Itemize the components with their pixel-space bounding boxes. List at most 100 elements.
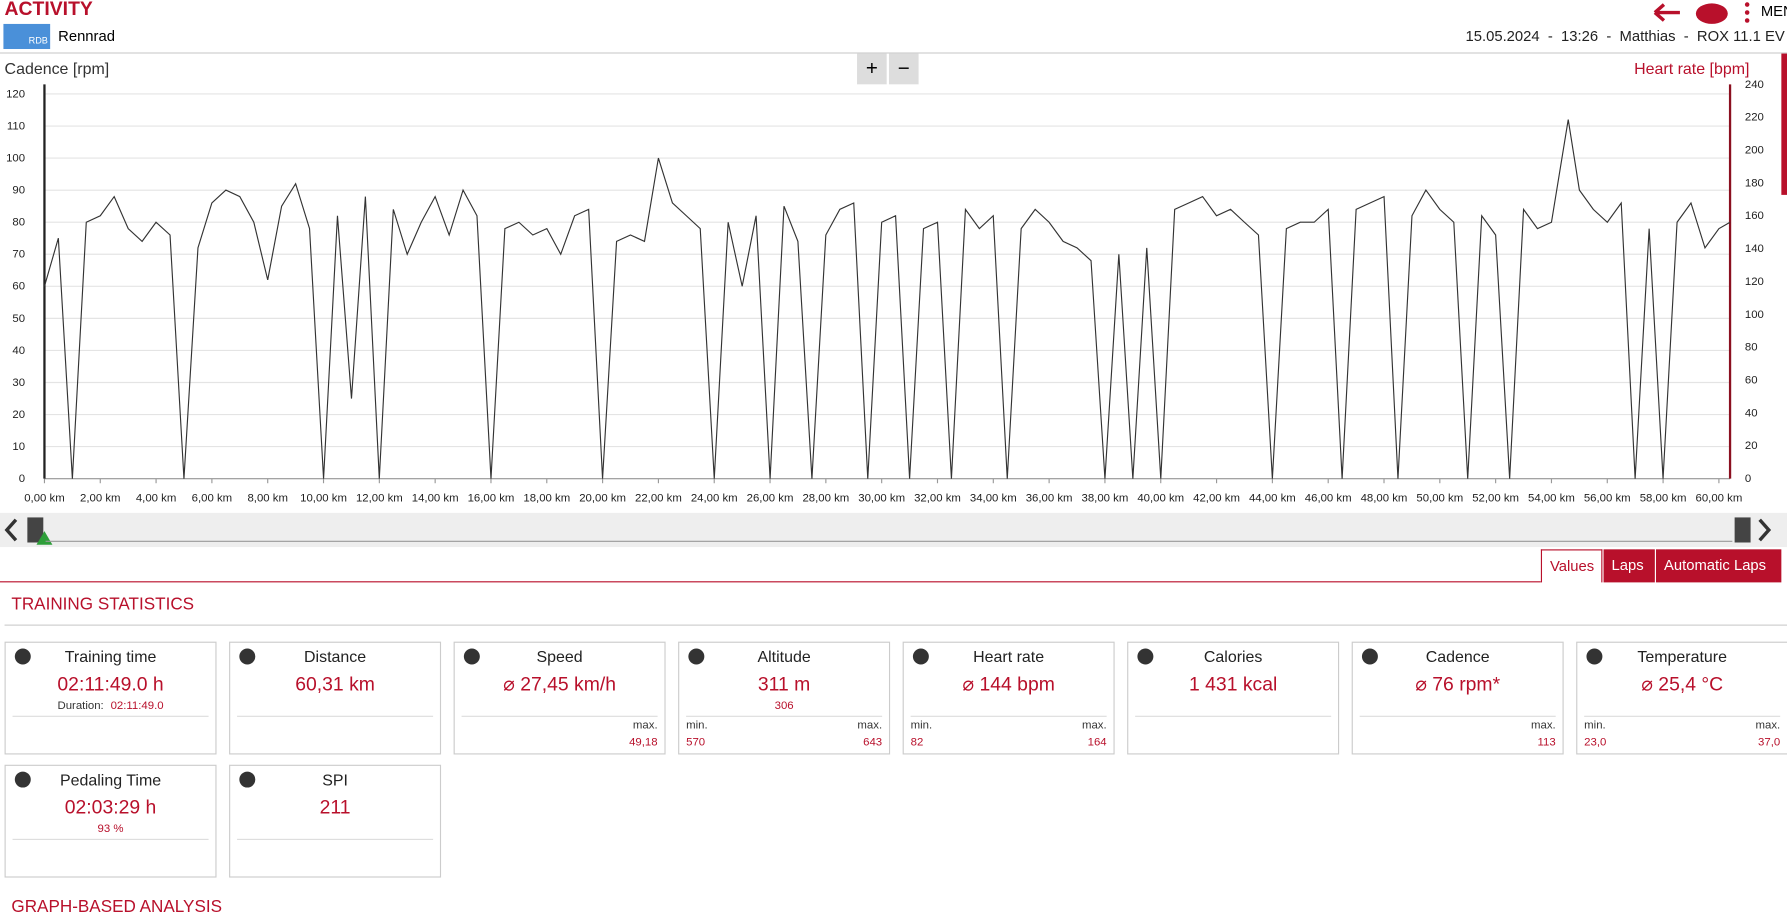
tab-line <box>0 581 1541 583</box>
x-tick-label: 38,00 km <box>1082 492 1129 504</box>
stat-icon <box>1586 648 1603 665</box>
x-tick-label: 20,00 km <box>579 492 626 504</box>
page-title: ACTIVITY <box>4 0 93 20</box>
x-tick-label: 12,00 km <box>356 492 403 504</box>
stat-title: Pedaling Time <box>59 770 162 789</box>
stat-value: ⌀ 144 bpm <box>962 673 1055 696</box>
stat-value: ⌀ 25,4 °C <box>1641 673 1724 696</box>
x-tick-label: 28,00 km <box>802 492 849 504</box>
stat-max-label: max. <box>1530 719 1556 732</box>
x-tick-label: 6,00 km <box>192 492 232 504</box>
tab[interactable]: Values <box>1540 549 1603 583</box>
tab[interactable]: Automatic Laps <box>1655 549 1782 583</box>
zoom-in[interactable]: + <box>857 53 887 85</box>
x-tick-label: 16,00 km <box>468 492 515 504</box>
x-tick-label: 24,00 km <box>691 492 738 504</box>
stat-min-label: min. <box>1584 719 1606 732</box>
x-tick-label: 52,00 km <box>1472 492 1519 504</box>
stat-card: Pedaling Time 02:03:29 h 93 % <box>4 764 217 878</box>
sport-badge: RDB <box>3 23 51 50</box>
stat-title: Cadence <box>1425 647 1490 666</box>
stat-min: 570 <box>686 736 706 749</box>
x-tick-label: 44,00 km <box>1249 492 1296 504</box>
y-tick-label: 0 <box>19 473 25 485</box>
stat-min: 82 <box>910 736 924 749</box>
y-tick-label: 70 <box>12 249 25 261</box>
x-tick-label: 34,00 km <box>970 492 1017 504</box>
x-tick-label: 8,00 km <box>247 492 287 504</box>
tab[interactable]: Laps <box>1603 549 1655 583</box>
y-tick-label: 40 <box>12 345 25 357</box>
right-axis-select[interactable]: Heart rate [bpm] <box>1634 59 1750 78</box>
stat-sub: Duration: 02:11:49.0 <box>6 700 216 713</box>
stat-max: 164 <box>1087 736 1107 749</box>
stat-card: Training time 02:11:49.0 h Duration: 02:11:… <box>4 641 217 755</box>
stat-min-label: min. <box>910 719 933 732</box>
stat-max-label: max. <box>1081 719 1107 732</box>
stat-icon <box>1137 648 1154 665</box>
slider-handles[interactable] <box>0 513 1787 547</box>
stat-sub: 306 <box>679 700 889 713</box>
stat-max-label: max. <box>632 719 658 732</box>
x-tick-label: 4,00 km <box>136 492 176 504</box>
menu-label[interactable]: MEN <box>1760 2 1787 20</box>
data-line <box>43 119 1731 479</box>
x-tick-label: 48,00 km <box>1361 492 1408 504</box>
stat-divider <box>12 838 209 840</box>
x-tick-label: 36,00 km <box>1026 492 1073 504</box>
x-tick-label: 10,00 km <box>300 492 347 504</box>
stat-sub-value: 306 <box>774 699 794 713</box>
stat-value: 1 431 kcal <box>1188 673 1278 696</box>
stat-title: Calories <box>1203 647 1263 666</box>
y2-tick-label: 200 <box>1745 144 1764 156</box>
left-axis-select[interactable]: Cadence [rpm] <box>4 59 110 78</box>
y2-tick-label: 160 <box>1745 210 1764 222</box>
y2-tick-label: 140 <box>1745 243 1764 255</box>
stat-icon <box>463 648 480 665</box>
x-tick-label: 42,00 km <box>1193 492 1240 504</box>
stat-icon <box>912 648 929 665</box>
x-tick-label: 58,00 km <box>1640 492 1687 504</box>
stat-value: ⌀ 27,45 km/h <box>503 673 617 696</box>
stat-value: 211 <box>319 796 351 819</box>
section-title: TRAINING STATISTICS <box>11 594 195 615</box>
x-tick-label: 60,00 km <box>1696 492 1743 504</box>
stat-title: Speed <box>536 647 583 666</box>
x-tick-label: 40,00 km <box>1137 492 1184 504</box>
stat-card: Calories 1 431 kcal <box>1127 641 1340 755</box>
stat-divider <box>237 715 434 717</box>
stat-card: Temperature ⌀ 25,4 °C min. 23,0 max. 37,0 <box>1576 641 1787 755</box>
x-tick-label: 2,00 km <box>80 492 120 504</box>
y2-tick-label: 240 <box>1745 79 1764 91</box>
stat-card: Speed ⌀ 27,45 km/h max. 49,18 <box>453 641 666 755</box>
stat-card: Altitude 311 m 306 min. 570 max. 643 <box>678 641 891 755</box>
stat-icon <box>14 648 31 665</box>
stat-divider <box>237 838 434 840</box>
zoom-out[interactable]: − <box>888 53 919 85</box>
stat-value: 02:03:29 h <box>64 796 157 819</box>
divider <box>4 624 1787 626</box>
activity-info: 15.05.2024 - 13:26 - Matthias - ROX 11.1… <box>1465 27 1785 45</box>
stat-value: 60,31 km <box>295 673 375 696</box>
side-strip <box>1781 53 1787 195</box>
stat-icon <box>1361 648 1378 665</box>
stat-divider <box>461 715 658 717</box>
stat-max-label: max. <box>857 719 883 732</box>
stat-title: Training time <box>64 647 157 666</box>
stat-sub: 93 % <box>6 823 216 836</box>
stat-max-label: max. <box>1755 719 1781 732</box>
x-tick-label: 14,00 km <box>412 492 459 504</box>
header-icons[interactable] <box>1650 0 1753 25</box>
y2-tick-label: 80 <box>1745 342 1758 354</box>
stat-divider <box>686 715 883 717</box>
stat-max: 113 <box>1537 736 1556 749</box>
section-title: GRAPH-BASED ANALYSIS <box>11 896 223 917</box>
stat-title: Altitude <box>757 647 811 666</box>
y-tick-label: 30 <box>12 377 25 389</box>
x-tick-label: 56,00 km <box>1584 492 1631 504</box>
y2-tick-label: 40 <box>1745 407 1758 419</box>
stat-max: 37,0 <box>1758 736 1781 749</box>
stat-value: 02:11:49.0 h <box>57 673 164 696</box>
y2-tick-label: 60 <box>1745 375 1758 387</box>
y-tick-label: 120 <box>6 88 25 100</box>
